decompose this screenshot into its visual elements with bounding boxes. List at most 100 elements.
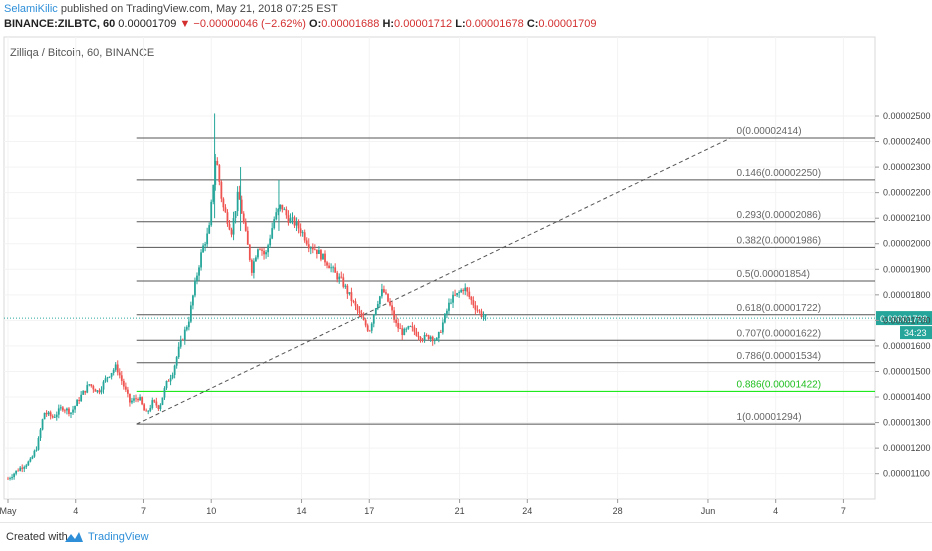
candle-body (84, 390, 87, 393)
candle-body (106, 377, 109, 379)
trend-line[interactable] (136, 137, 731, 425)
time-axis[interactable]: May 4 7 10 14 17 21 24 28 Jun 4 7 (0, 499, 846, 516)
ohlc-line: BINANCE:ZILBTC, 60 0.00001709 ▼ −0.00000… (4, 18, 597, 30)
candle-body (242, 213, 245, 223)
candle-body (419, 337, 422, 340)
candle-body (70, 412, 72, 414)
low-label: L: (455, 18, 466, 30)
candle-body (301, 232, 304, 234)
candle-body (433, 340, 436, 342)
x-tick-label: Jun (701, 506, 716, 516)
candle-body (45, 412, 48, 415)
candle-body (17, 470, 20, 472)
candle-body (139, 397, 141, 401)
candle-body (393, 310, 395, 320)
candle-body (68, 408, 70, 414)
candle-body (43, 412, 46, 420)
candle-body (385, 292, 387, 294)
trend-line-segment (136, 137, 731, 425)
candle-body (246, 230, 249, 245)
candle-body (228, 223, 231, 230)
candle-body (320, 250, 322, 260)
candlestick-chart[interactable]: Zilliqa / Bitcoin, 60, BINANCE 0(0.00002… (0, 0, 932, 522)
current-price-badge (876, 311, 932, 326)
candle-body (35, 449, 38, 451)
x-tick-label: May (0, 506, 17, 516)
y-tick-label: 0.00001900 (883, 264, 931, 274)
candle-body (143, 404, 146, 411)
candle-body (57, 408, 60, 415)
candle-body (484, 314, 487, 317)
candle-body (437, 332, 440, 339)
candle-body (257, 249, 259, 258)
candle-body (342, 277, 345, 287)
candle-body (267, 245, 270, 253)
author-link[interactable]: SelamiKilic (4, 3, 58, 15)
current-price-line: 0.00001709 34:23 (4, 311, 932, 340)
candle-body (350, 292, 353, 301)
candle-body (206, 233, 209, 245)
candle-body (255, 257, 257, 262)
candle-body (458, 292, 461, 294)
candle-body (31, 456, 34, 459)
candle-body (271, 228, 274, 239)
candle-body (11, 477, 13, 479)
candle-body (159, 404, 162, 409)
candle-body (200, 252, 202, 268)
candle-body (287, 215, 290, 223)
candle-body (47, 412, 50, 415)
tradingview-brand[interactable]: TradingView (88, 531, 149, 543)
candle-body (82, 390, 85, 395)
footer: Created with TradingView (0, 522, 932, 551)
fib-retracement[interactable]: 0(0.00002414) 0.146(0.00002250) 0.293(0.00… (136, 126, 875, 425)
price-change: ▼ −0.00000046 (−2.62%) (179, 18, 306, 30)
x-tick-label: 24 (522, 506, 532, 516)
candle-body (198, 267, 200, 276)
candle-body (387, 293, 389, 302)
high-label: H: (382, 18, 395, 30)
candle-body (275, 212, 278, 220)
candle-body (269, 238, 272, 246)
candle-body (218, 165, 221, 182)
y-tick-label: 0.00002300 (883, 162, 931, 172)
candle-body (338, 276, 341, 280)
candle-body (311, 247, 314, 250)
grid (4, 37, 875, 499)
price-axis[interactable]: 0.00001100 0.00001200 0.00001300 0.00001400… (875, 111, 931, 479)
candle-body (405, 328, 408, 330)
candle-body (291, 217, 294, 219)
candle-body (454, 294, 456, 296)
candle-body (297, 221, 300, 229)
tradingview-logo-icon[interactable] (64, 530, 84, 544)
fib-level-label: 0.5(0.00001854) (737, 269, 810, 280)
candle-body (133, 398, 135, 401)
open-label: O: (309, 18, 322, 30)
candle-body (315, 249, 318, 254)
candle-body (395, 319, 398, 323)
candle-body (417, 335, 420, 338)
candle-body (59, 407, 62, 409)
candle-body (41, 419, 44, 430)
y-tick-label: 0.00002000 (883, 239, 931, 249)
x-tick-label: 17 (364, 506, 374, 516)
candle-body (29, 458, 32, 462)
candle-body (263, 250, 265, 255)
candle-body (429, 336, 432, 339)
y-tick-label: 0.00001300 (883, 418, 931, 428)
fib-level-label: 0.707(0.00001622) (737, 328, 822, 339)
candle-body (210, 201, 213, 226)
candle-body (204, 244, 207, 246)
candle-body (326, 262, 328, 266)
candle-body (374, 308, 377, 315)
candle-body (303, 232, 306, 241)
publish-line: SelamiKilic published on TradingView.com… (4, 3, 338, 15)
x-tick-label: 4 (773, 506, 778, 516)
candle-body (114, 364, 117, 370)
candle-body (265, 252, 267, 255)
high-value: 0.00001712 (394, 18, 453, 30)
candle-body (222, 198, 225, 208)
candle-body (61, 407, 64, 411)
candle-body (413, 327, 416, 332)
candle-body (248, 244, 251, 260)
candle-body (252, 261, 255, 273)
